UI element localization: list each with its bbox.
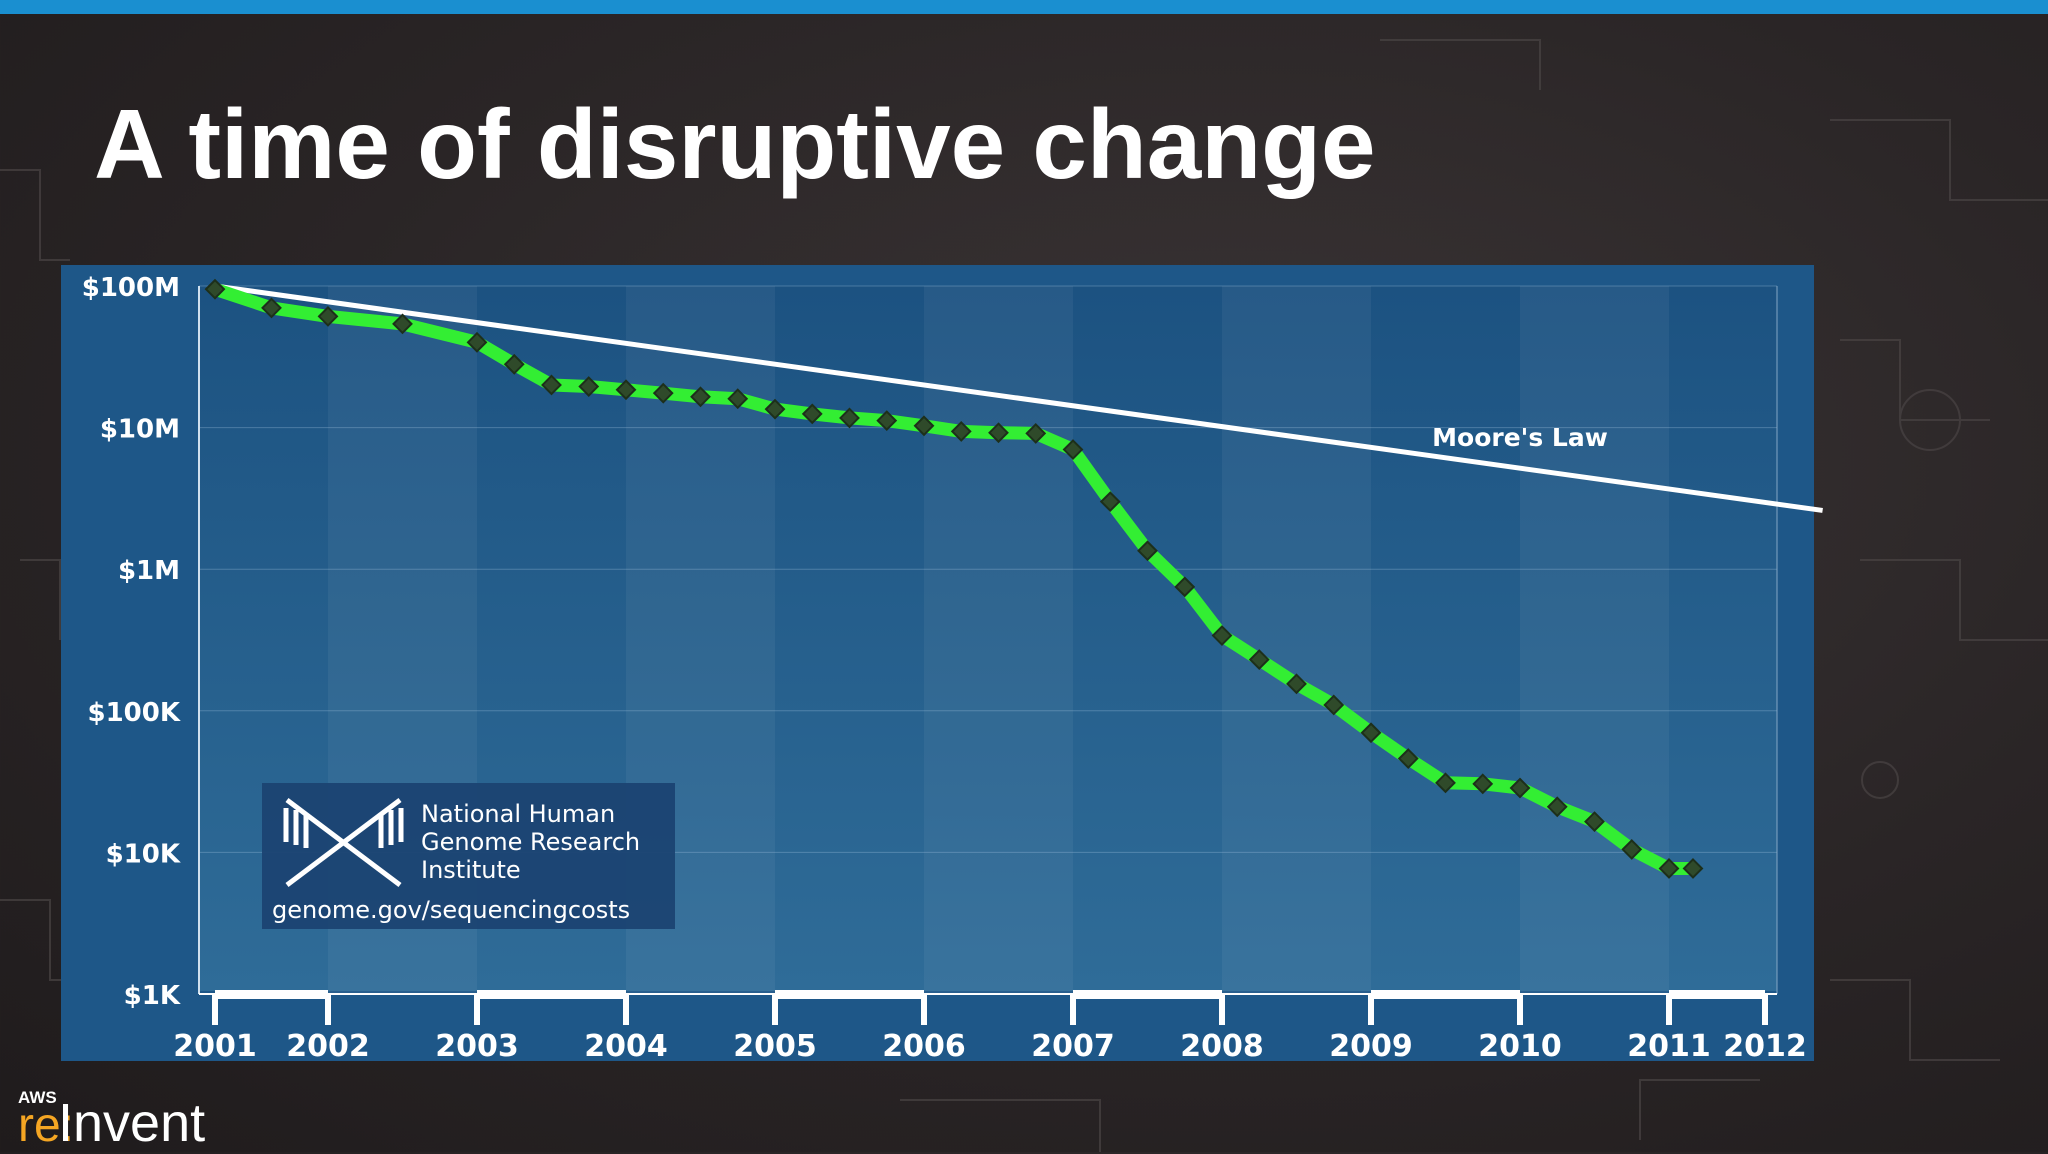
data-point-diamond [652, 382, 674, 404]
y-tick-label: $1M [118, 556, 180, 586]
nhgri-logo-box: National Human Genome Research Institute… [262, 783, 675, 929]
data-point-diamond [1099, 491, 1121, 513]
year-band [1520, 286, 1669, 994]
data-point-diamond [764, 398, 786, 420]
year-band [1222, 286, 1371, 994]
data-point-diamond [839, 407, 860, 429]
y-tick-label: $1K [124, 981, 181, 1011]
data-point-diamond [615, 379, 637, 401]
data-point-diamond [727, 388, 749, 410]
x-tick-label: 2003 [435, 1029, 519, 1064]
x-tick-label: 2009 [1329, 1029, 1413, 1064]
x-tick-label: 2007 [1031, 1029, 1115, 1064]
aws-label: AWS [18, 1088, 57, 1107]
data-point-diamond [1360, 722, 1382, 744]
slide-title: A time of disruptive change [94, 89, 1376, 199]
invent-label: Invent [58, 1093, 206, 1153]
x-tick-label: 2008 [1180, 1029, 1264, 1064]
y-tick-label: $10K [106, 839, 181, 869]
data-point-diamond [988, 422, 1009, 444]
data-point-diamond [1211, 625, 1233, 646]
data-point-diamond [913, 415, 935, 437]
x-tick-label: 2010 [1478, 1029, 1562, 1064]
data-point-diamond [1472, 773, 1494, 795]
data-point-diamond [541, 374, 562, 396]
x-tick-label: 2002 [286, 1029, 370, 1064]
nhgri-name-line1: National Human [421, 800, 615, 828]
data-point-diamond [801, 403, 823, 425]
top-accent-bar [0, 0, 2048, 14]
data-point-diamond [950, 420, 972, 442]
x-tick-label: 2004 [584, 1029, 668, 1064]
data-point-diamond [1174, 576, 1196, 598]
data-point-diamond [204, 278, 226, 300]
x-tick-label: 2001 [173, 1029, 257, 1064]
data-point-diamond [1323, 694, 1345, 716]
data-point-diamond [1025, 422, 1047, 444]
moores-law-line [214, 283, 1823, 513]
year-band [924, 286, 1073, 994]
y-tick-label: $100M [82, 273, 180, 303]
data-point-diamond [1584, 811, 1605, 833]
data-point-diamond [1682, 858, 1704, 879]
data-point-diamond [1546, 796, 1568, 818]
x-tick-label: 2011 [1627, 1029, 1711, 1064]
data-point-diamond [1062, 439, 1084, 460]
data-point-diamond [1137, 540, 1158, 562]
re-label: re: [18, 1099, 75, 1152]
data-point-diamond [503, 353, 525, 375]
data-point-diamond [1435, 772, 1456, 794]
data-point-diamond [1248, 649, 1270, 670]
moores-law-label: Moore's Law [1432, 423, 1608, 452]
data-point-diamond [1509, 777, 1531, 799]
y-tick-label: $10M [100, 415, 180, 445]
data-point-diamond [578, 376, 600, 397]
nhgri-dna-icon [283, 798, 404, 887]
data-point-diamond [466, 331, 488, 353]
data-point-diamond [1658, 858, 1680, 879]
nhgri-url: genome.gov/sequencingcosts [272, 896, 630, 924]
data-point-diamond [876, 410, 898, 432]
data-point-diamond [1397, 748, 1419, 769]
data-point-diamond [690, 386, 711, 408]
data-point-diamond [317, 305, 339, 327]
data-point-diamond [1621, 838, 1643, 860]
x-tick-label: 2012 [1723, 1029, 1807, 1064]
nhgri-name-line3: Institute [421, 856, 521, 884]
data-point-diamond [1286, 673, 1307, 695]
data-point-diamond [261, 297, 282, 319]
nhgri-box-bg [262, 783, 675, 929]
x-tick-label: 2005 [733, 1029, 817, 1064]
y-tick-label: $100K [87, 698, 180, 728]
data-point-diamond [392, 313, 413, 335]
x-tick-label: 2006 [882, 1029, 966, 1064]
nhgri-name-line2: Genome Research [421, 828, 640, 856]
